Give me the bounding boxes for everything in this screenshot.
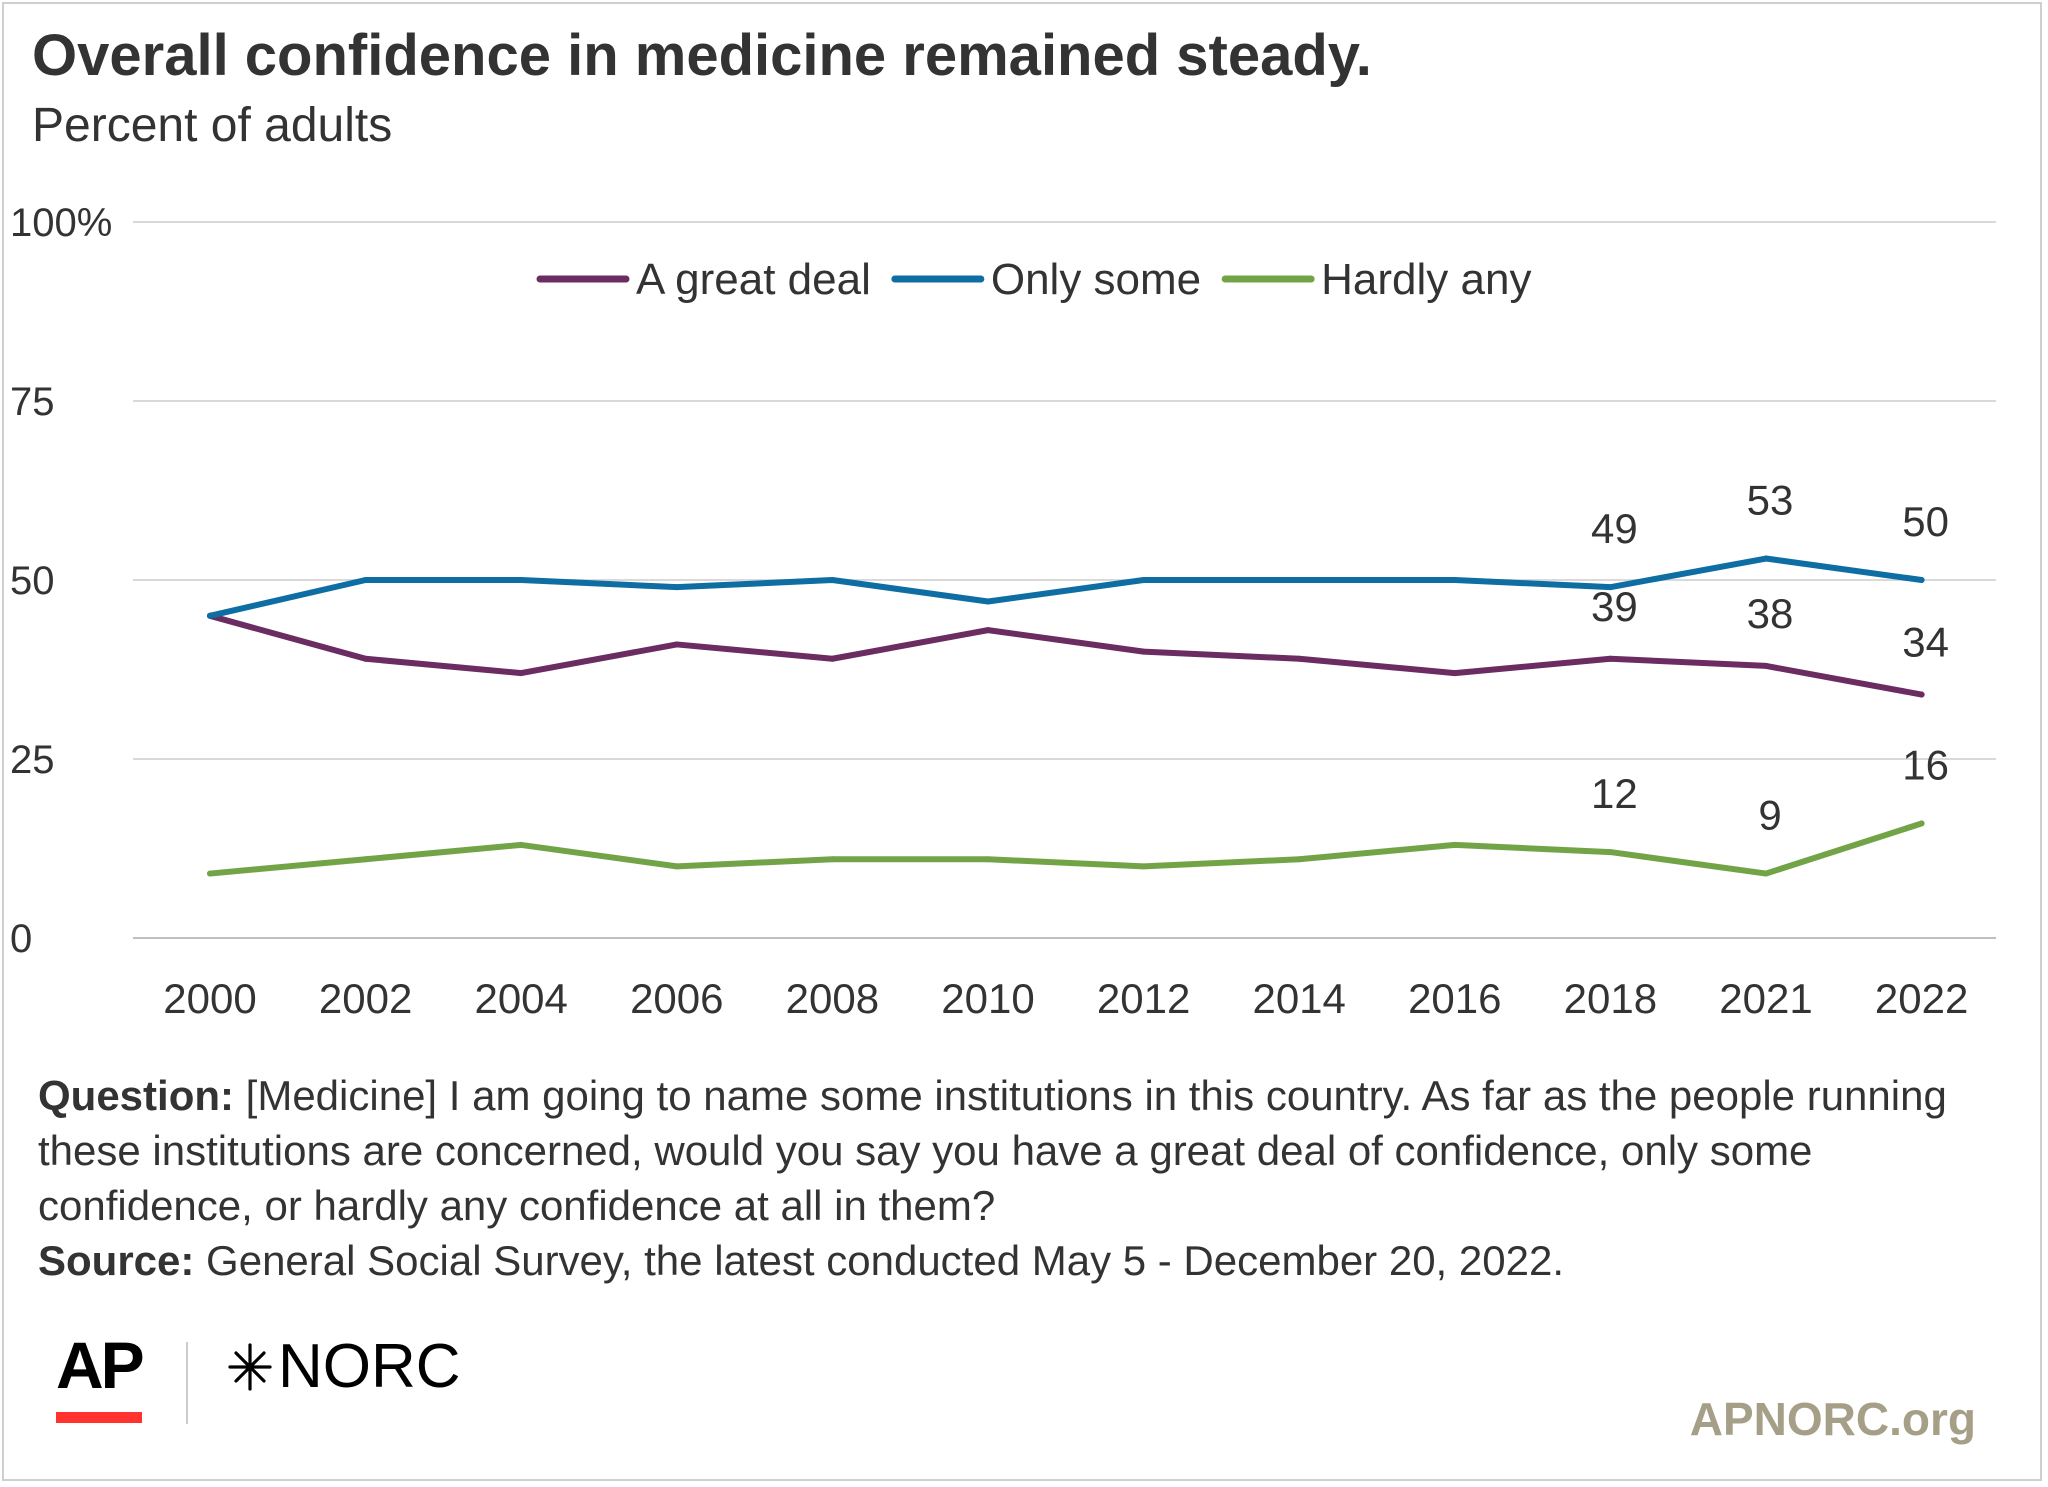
legend-label: Hardly any	[1321, 255, 1531, 304]
data-label: 34	[1902, 619, 1949, 666]
norc-star-icon	[228, 1343, 272, 1391]
data-point	[207, 612, 213, 619]
data-point	[829, 655, 836, 662]
series-line	[207, 612, 1925, 698]
data-point	[985, 627, 991, 634]
data-point	[985, 856, 991, 863]
data-point	[1451, 577, 1458, 583]
data-point	[207, 870, 213, 877]
x-tick-label: 2004	[474, 975, 567, 1022]
x-tick-label: 2008	[786, 975, 879, 1022]
series-line	[207, 555, 1925, 619]
legend-label: A great deal	[636, 255, 871, 304]
logo-divider	[186, 1342, 188, 1424]
data-point	[1607, 849, 1614, 856]
data-point	[362, 577, 369, 583]
data-point	[518, 670, 525, 677]
data-point	[518, 577, 525, 583]
data-label: 39	[1591, 583, 1638, 630]
legend-label: Only some	[991, 255, 1201, 304]
data-point	[1140, 863, 1147, 870]
data-point	[1918, 577, 1925, 583]
site-link[interactable]: APNORC.org	[1689, 1393, 1976, 1445]
question-text: [Medicine] I am going to name some insti…	[38, 1072, 1947, 1229]
data-point	[1296, 655, 1303, 662]
y-tick-label: 0	[10, 917, 32, 961]
data-point	[673, 641, 680, 648]
line-chart: 0 25 50 75 100% 2000 2002 2004 2006 2008 2010 2012…	[10, 201, 1996, 1022]
data-point	[1140, 648, 1147, 655]
x-tick-label: 2014	[1252, 975, 1345, 1022]
y-tick-label: 25	[10, 738, 55, 782]
source-label: Source:	[38, 1237, 195, 1284]
question-label: Question:	[38, 1072, 234, 1119]
data-point	[1607, 584, 1614, 591]
source-text: General Social Survey, the latest conduc…	[206, 1237, 1564, 1284]
data-label: 50	[1902, 498, 1949, 545]
series-line	[207, 820, 1925, 877]
data-point	[362, 856, 369, 863]
y-tick-label: 50	[10, 559, 55, 603]
x-tick-label: 2010	[941, 975, 1034, 1022]
norc-logo-text: NORC	[278, 1332, 461, 1401]
x-tick-label: 2016	[1408, 975, 1501, 1022]
data-label: 12	[1591, 770, 1638, 817]
data-label: 38	[1747, 590, 1794, 637]
data-point	[1607, 655, 1614, 662]
y-tick-label: 100%	[10, 201, 112, 245]
chart-subtitle: Percent of adults	[32, 99, 393, 152]
data-point	[1451, 670, 1458, 677]
data-point	[985, 598, 991, 605]
x-tick-label: 2002	[319, 975, 412, 1022]
data-label: 16	[1902, 741, 1949, 788]
ap-logo-underline	[56, 1412, 142, 1423]
data-point	[829, 856, 836, 863]
y-tick-label: 75	[10, 380, 55, 424]
x-tick-label: 2022	[1875, 975, 1968, 1022]
data-point	[673, 863, 680, 870]
question-note: Question: [Medicine] I am going to name …	[38, 1068, 2028, 1233]
data-point	[829, 577, 836, 583]
data-point	[362, 655, 369, 662]
x-tick-label: 2018	[1564, 975, 1657, 1022]
data-label: 49	[1591, 505, 1638, 552]
data-point	[1918, 691, 1925, 698]
data-point	[1296, 856, 1303, 863]
data-point	[518, 841, 525, 848]
norc-logo: NORC	[226, 1336, 461, 1398]
data-point	[1918, 820, 1925, 827]
x-tick-label: 2006	[630, 975, 723, 1022]
chart-title: Overall confidence in medicine remained …	[32, 23, 1372, 88]
data-point	[1296, 577, 1303, 583]
x-tick-label: 2000	[163, 975, 256, 1022]
data-point	[673, 584, 680, 591]
data-point	[1140, 577, 1147, 583]
data-label: 53	[1747, 477, 1794, 524]
data-label: 9	[1758, 792, 1781, 839]
source-note: Source: General Social Survey, the lates…	[38, 1233, 2028, 1288]
data-point	[1763, 870, 1769, 877]
data-point	[1763, 555, 1769, 562]
ap-logo: AP	[56, 1328, 145, 1402]
x-tick-label: 2021	[1719, 975, 1812, 1022]
data-point	[1763, 662, 1769, 669]
chart-notes: Question: [Medicine] I am going to name …	[38, 1068, 2028, 1288]
x-tick-label: 2012	[1097, 975, 1190, 1022]
data-point	[1451, 841, 1458, 848]
